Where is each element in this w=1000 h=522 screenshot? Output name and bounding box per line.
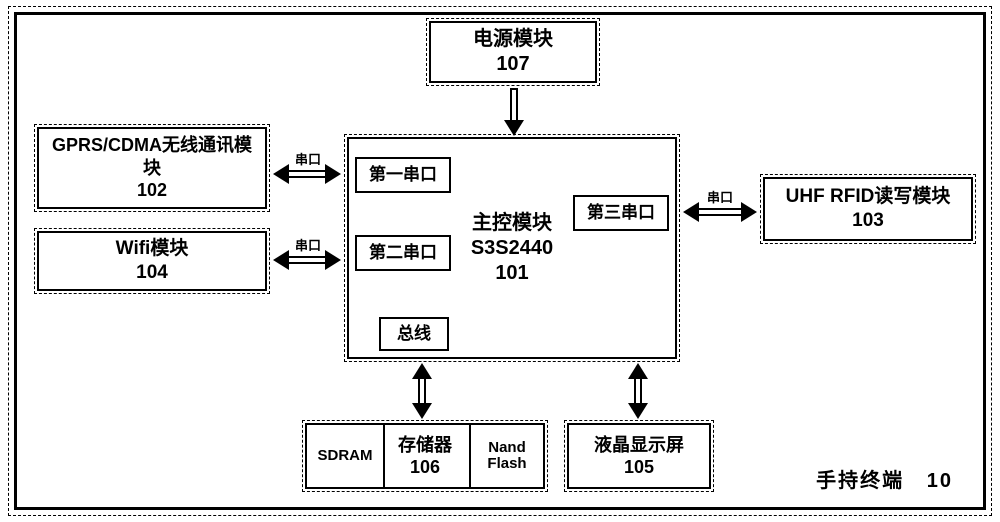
edge-label-rfid: 串口 (707, 187, 733, 206)
edge-label-wifi: 串口 (295, 235, 321, 254)
block-gprs-code: 102 (137, 179, 167, 202)
block-lcd: 液晶显示屏 105 (567, 423, 711, 489)
arrow-port3-to-rfid (683, 205, 757, 219)
arrow-power-to-main (507, 88, 521, 136)
block-gprs-cdma: GPRS/CDMA无线通讯模块 102 (37, 127, 267, 209)
block-wifi-title: Wifi模块 (116, 237, 189, 261)
port-second-serial: 第二串口 (355, 235, 451, 271)
container-handheld-terminal: 电源模块 107 主控模块 S3S2440 101 第一串口 第二串口 第三串口… (14, 12, 986, 510)
arrow-wifi-to-port2 (273, 253, 341, 267)
arrow-main-to-lcd (631, 363, 645, 419)
arrow-gprs-to-port1 (273, 167, 341, 181)
block-main-controller: 主控模块 S3S2440 101 第一串口 第二串口 第三串口 总线 (347, 137, 677, 359)
block-wifi-code: 104 (136, 261, 168, 285)
edge-label-gprs: 串口 (295, 149, 321, 168)
block-gprs-title: GPRS/CDMA无线通讯模块 (39, 134, 265, 179)
container-label: 手持终端 10 (816, 464, 953, 493)
block-main-code: 101 (495, 261, 528, 286)
block-power: 电源模块 107 (429, 21, 597, 83)
block-rfid-code: 103 (852, 209, 884, 233)
container-label-text: 手持终端 (816, 470, 904, 492)
block-power-title: 电源模块 (473, 27, 553, 52)
port-third-serial: 第三串口 (573, 195, 669, 231)
port-first-serial: 第一串口 (355, 157, 451, 193)
block-lcd-code: 105 (624, 456, 654, 479)
block-power-code: 107 (496, 52, 529, 77)
block-main-subtitle: S3S2440 (471, 236, 553, 261)
container-code: 10 (927, 470, 953, 492)
port-bus: 总线 (379, 317, 449, 351)
block-main-title: 主控模块 (472, 211, 552, 236)
block-lcd-title: 液晶显示屏 (594, 434, 684, 457)
block-rfid-title: UHF RFID读写模块 (786, 185, 951, 209)
block-memory-code: 106 (410, 456, 440, 479)
memory-sub-sdram: SDRAM (305, 423, 385, 489)
arrow-bus-to-memory (415, 363, 429, 419)
block-memory-title: 存储器 (398, 434, 452, 457)
block-rfid: UHF RFID读写模块 103 (763, 177, 973, 241)
block-memory: SDRAM 存储器 106 Nand Flash (305, 423, 545, 489)
diagram-canvas: 电源模块 107 主控模块 S3S2440 101 第一串口 第二串口 第三串口… (0, 0, 1000, 522)
block-wifi: Wifi模块 104 (37, 231, 267, 291)
memory-sub-nand: Nand Flash (469, 423, 545, 489)
